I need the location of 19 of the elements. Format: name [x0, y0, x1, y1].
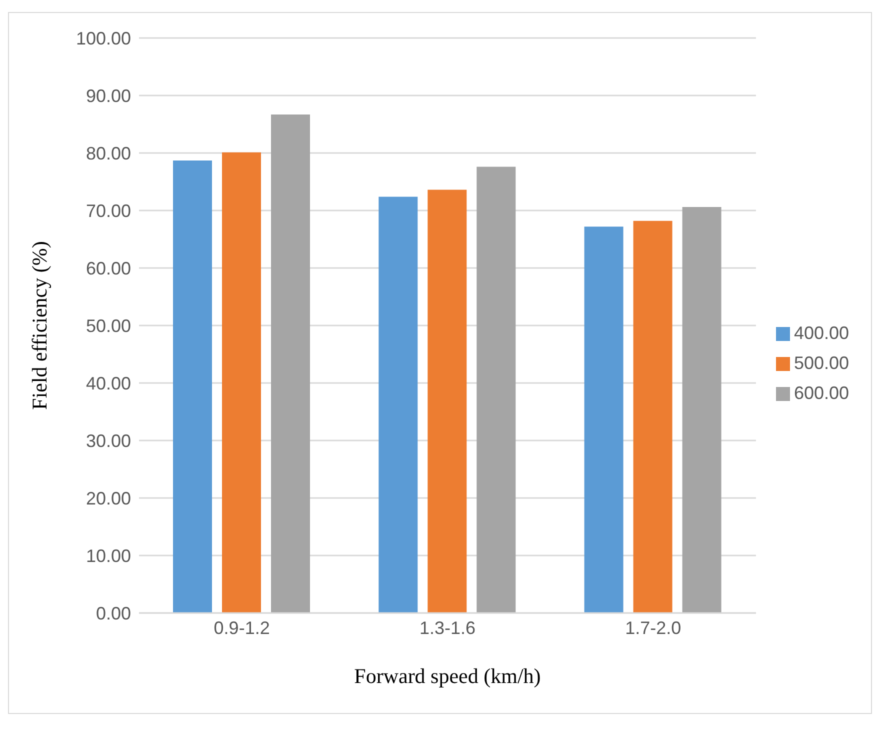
y-tick-label: 50.00 [86, 316, 131, 336]
y-tick-label: 60.00 [86, 258, 131, 278]
x-tick-label: 1.7-2.0 [625, 618, 682, 638]
y-tick-label: 40.00 [86, 373, 131, 394]
y-tick-label: 100.00 [76, 28, 131, 48]
x-axis-title: Forward speed (km/h) [354, 664, 541, 688]
y-tick-label: 80.00 [86, 143, 131, 164]
legend-label: 600.00 [794, 383, 849, 403]
y-tick-label: 20.00 [86, 488, 131, 508]
y-tick-label: 10.00 [86, 546, 131, 566]
y-tick-label: 70.00 [86, 200, 131, 221]
y-tick-label: 30.00 [86, 430, 131, 451]
x-tick-label: 0.9-1.2 [214, 618, 270, 638]
legend-label: 400.00 [794, 323, 849, 343]
y-tick-label: 90.00 [86, 86, 131, 106]
y-axis-title: Field efficiency (%) [27, 241, 52, 410]
y-tick-label: 0.00 [96, 603, 131, 624]
legend-label: 500.00 [794, 353, 849, 373]
x-tick-label: 1.3-1.6 [419, 618, 476, 638]
